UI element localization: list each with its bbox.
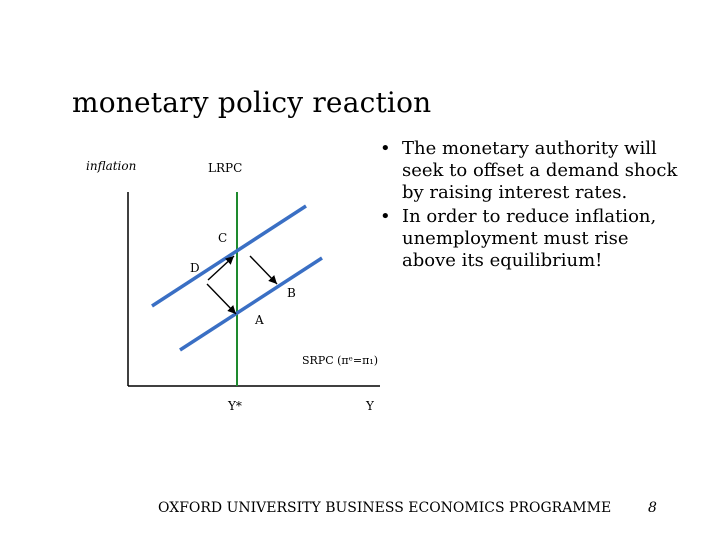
lrpc-label: LRPC: [208, 161, 242, 175]
point-label-d: D: [190, 261, 200, 275]
srpc-label: SRPC (πᵉ=π₁): [302, 354, 378, 367]
srpc-line-upper: [151, 204, 307, 308]
srpc-line-lower: [179, 256, 323, 352]
bullet-dot-icon: •: [380, 138, 391, 159]
bullet-item: • The monetary authority will seek to of…: [380, 138, 680, 204]
bullet-text: The monetary authority will seek to offs…: [402, 138, 678, 203]
point-label-a: A: [254, 313, 264, 327]
arrow-d-to-a: [206, 283, 237, 315]
y-axis-label: inflation: [86, 159, 136, 173]
arrow-c-to-b: [249, 255, 278, 285]
point-label-c: C: [218, 231, 227, 245]
bullet-text: In order to reduce inflation, unemployme…: [402, 206, 657, 271]
bullet-list: • The monetary authority will seek to of…: [380, 138, 680, 274]
x-axis-label: Y: [365, 399, 375, 413]
point-label-b: B: [287, 286, 296, 300]
footer-text: OXFORD UNIVERSITY BUSINESS ECONOMICS PRO…: [158, 500, 612, 516]
bullet-item: • In order to reduce inflation, unemploy…: [380, 206, 680, 272]
arrow-d-to-c: [207, 255, 235, 281]
ystar-label: Y*: [227, 399, 242, 413]
page-number: 8: [648, 500, 657, 516]
slide-title: monetary policy reaction: [72, 86, 432, 119]
bullet-dot-icon: •: [380, 206, 391, 227]
